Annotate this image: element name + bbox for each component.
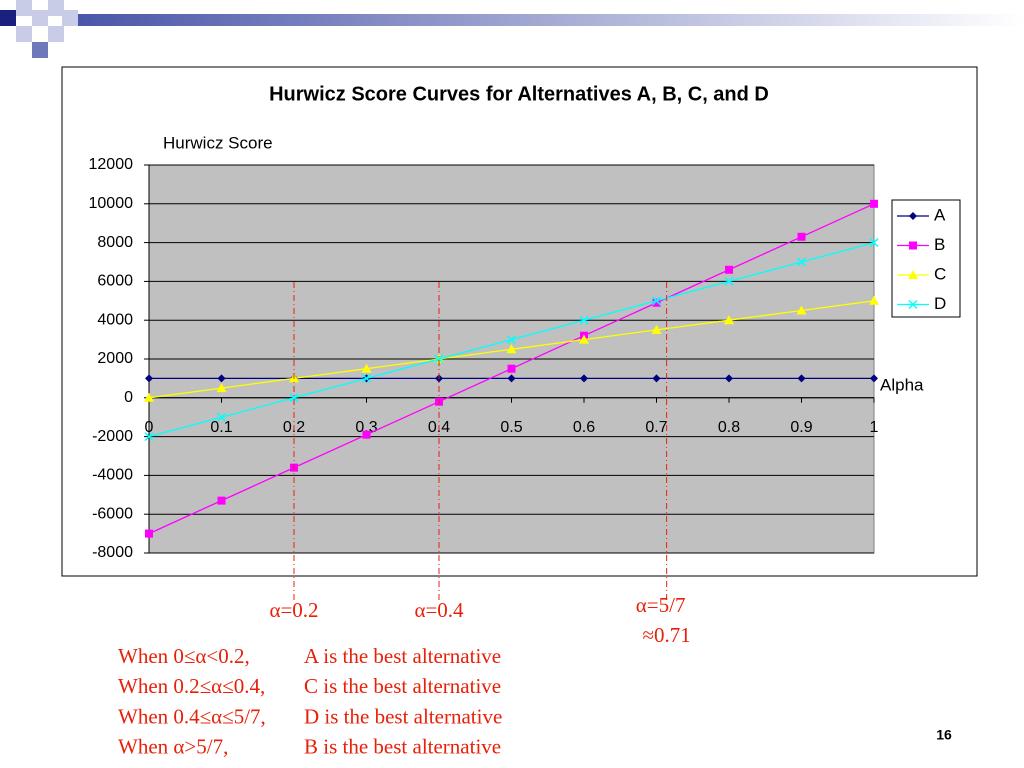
x-tick-label: 0.7 xyxy=(645,419,667,436)
data-point xyxy=(217,496,226,505)
data-point xyxy=(289,393,299,403)
x-tick-label: 0.1 xyxy=(210,419,232,436)
annotation-label: α=0.4 xyxy=(414,598,464,622)
y-tick-label: -6000 xyxy=(92,505,133,522)
data-point xyxy=(144,432,154,442)
data-point xyxy=(506,344,517,354)
note-condition: When α>5/7, xyxy=(118,735,228,759)
x-tick-label: 0.9 xyxy=(790,419,812,436)
data-point xyxy=(652,374,661,383)
data-point xyxy=(362,430,371,439)
annotation-label: α=0.2 xyxy=(269,598,318,622)
y-tick-label: 0 xyxy=(124,389,133,406)
y-tick-label: -2000 xyxy=(92,428,133,445)
x-tick-label: 0.5 xyxy=(500,419,522,436)
legend-label: C xyxy=(934,264,946,283)
legend-marker xyxy=(908,270,918,279)
data-point xyxy=(869,238,879,248)
note-condition: When 0≤α<0.2, xyxy=(118,644,250,668)
y-tick-label: 2000 xyxy=(97,350,133,367)
x-tick-label: 1 xyxy=(870,419,879,436)
legend-label: D xyxy=(934,294,946,313)
note-condition: When 0.2≤α≤0.4, xyxy=(118,674,265,698)
note-result: D is the best alternative xyxy=(304,704,502,728)
decoration xyxy=(0,0,1024,58)
y-tick-label: -8000 xyxy=(92,544,133,561)
note-result: C is the best alternative xyxy=(304,674,501,698)
y-axis-label: Hurwicz Score xyxy=(163,133,273,152)
legend-marker xyxy=(909,212,917,220)
chart-title: Hurwicz Score Curves for Alternatives A,… xyxy=(269,83,769,105)
x-tick-label: 0.6 xyxy=(573,419,595,436)
y-tick-label: 10000 xyxy=(89,195,134,212)
page-number: 16 xyxy=(936,727,952,743)
data-point xyxy=(870,374,878,383)
data-point xyxy=(651,296,662,306)
data-point xyxy=(725,265,733,274)
y-tick-label: 8000 xyxy=(97,234,133,251)
data-point xyxy=(216,383,227,393)
data-point xyxy=(869,295,879,305)
data-point xyxy=(361,363,372,373)
data-point xyxy=(797,374,806,383)
legend-label: B xyxy=(934,235,945,254)
data-point xyxy=(579,334,589,344)
data-point xyxy=(216,412,227,422)
data-point xyxy=(434,354,444,364)
data-point xyxy=(507,374,516,383)
annotation-sublabel: ≈0.71 xyxy=(643,623,691,647)
x-axis-label: Alpha xyxy=(880,375,924,394)
data-point xyxy=(145,529,153,538)
data-point xyxy=(652,298,661,307)
data-point xyxy=(217,374,226,383)
data-point xyxy=(506,335,517,345)
data-point xyxy=(796,257,807,267)
y-tick-label: 6000 xyxy=(97,273,133,290)
legend-marker xyxy=(909,241,917,250)
data-point xyxy=(361,373,372,383)
y-tick-label: 4000 xyxy=(97,311,133,328)
note-condition: When 0.4≤α≤5/7, xyxy=(118,704,266,728)
data-point xyxy=(796,305,807,315)
data-point xyxy=(870,199,878,208)
annotation-label: α=5/7 xyxy=(636,593,686,617)
data-point xyxy=(724,276,734,286)
note-result: B is the best alternative xyxy=(304,735,501,759)
data-point xyxy=(144,392,154,402)
data-point xyxy=(507,364,516,373)
x-tick-label: 0 xyxy=(145,419,154,436)
data-point xyxy=(145,374,153,383)
data-point xyxy=(725,374,733,383)
note-result: A is the best alternative xyxy=(304,644,501,668)
data-point xyxy=(724,315,734,325)
data-point xyxy=(651,324,662,334)
data-point xyxy=(579,315,589,325)
data-point xyxy=(580,374,588,383)
x-tick-label: 0.8 xyxy=(718,419,740,436)
legend-marker xyxy=(908,299,918,310)
legend-box xyxy=(891,199,961,318)
legend-label: A xyxy=(934,205,946,224)
data-point xyxy=(797,232,806,241)
y-tick-label: 12000 xyxy=(89,156,134,173)
y-tick-label: -4000 xyxy=(92,467,133,484)
